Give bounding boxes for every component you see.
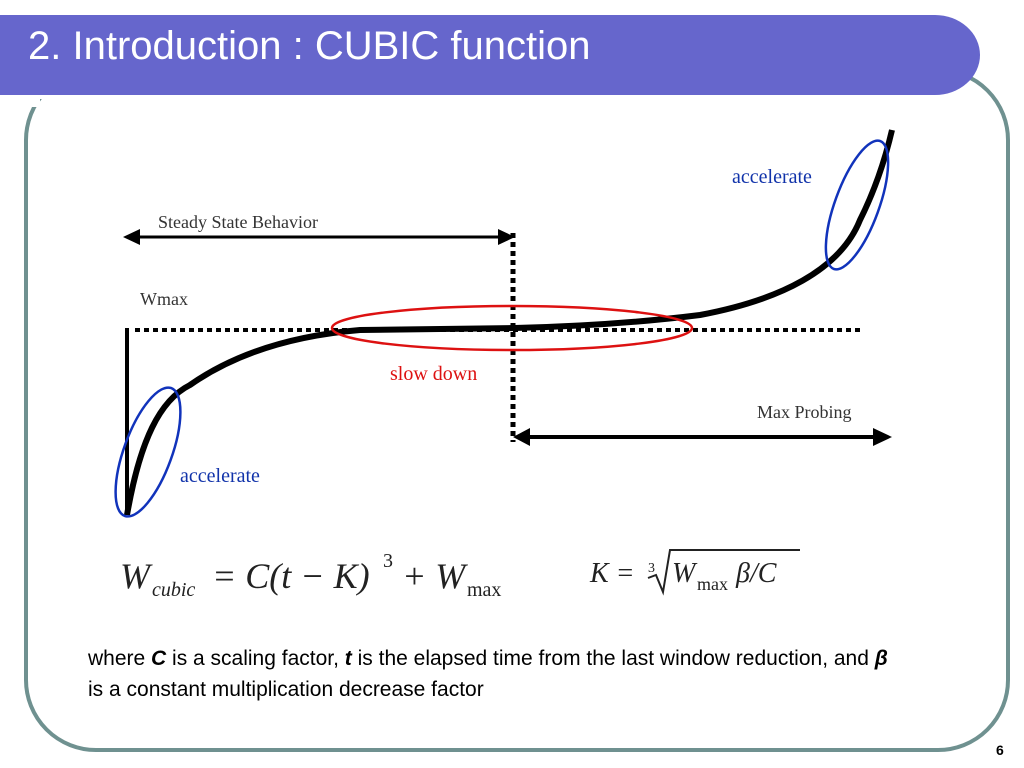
formula-w: W cubic = C(t − K) 3 + W max: [120, 550, 501, 601]
cubic-curve: [124, 129, 895, 516]
text: is a scaling factor,: [166, 647, 345, 670]
arrow-head: [873, 428, 892, 446]
formula-part: + W: [402, 556, 468, 596]
formula-part: K =: [589, 558, 635, 589]
page-number: 6: [996, 742, 1004, 758]
formula-part: = C(t − K): [212, 556, 370, 596]
text: is the elapsed time from the last window…: [351, 647, 875, 670]
emphasis: C: [151, 647, 167, 670]
accelerate-ellipse: [824, 139, 890, 271]
radical: [647, 549, 800, 596]
slow-down-ellipse: [330, 304, 694, 352]
emphasis: β: [874, 647, 888, 670]
emphasis: t: [344, 647, 352, 670]
formula-part: 3: [648, 561, 655, 576]
frame-mask: [0, 99, 40, 107]
diagram-label: Steady State Behavior: [158, 212, 318, 232]
diagram-label: Max Probing: [757, 402, 852, 422]
formula-k: K = 3 W max β/C: [589, 549, 800, 596]
formula-part: max: [697, 574, 728, 594]
annotation: slow down: [390, 363, 477, 385]
arrow-head: [498, 229, 515, 245]
body-text: where C is a scaling factor, t is the el…: [88, 643, 908, 705]
annotation: accelerate: [732, 166, 812, 188]
arrow-head: [513, 428, 530, 446]
formula-part: cubic: [152, 579, 195, 601]
formula-part: W: [672, 558, 698, 589]
formula-part: β/C: [735, 558, 777, 589]
title-bar: [0, 15, 980, 95]
annotation: accelerate: [180, 465, 260, 487]
slide-title: 2. Introduction : CUBIC function: [28, 24, 591, 68]
text: is a constant multiplication decrease fa…: [88, 678, 484, 701]
formula-part: W: [120, 556, 153, 596]
formula-part: 3: [383, 550, 393, 572]
diagram-label: Wmax: [140, 289, 188, 309]
formula-part: max: [467, 579, 501, 601]
accelerate-ellipse: [114, 386, 182, 518]
arrow-head: [123, 229, 140, 245]
text: where: [88, 647, 152, 670]
